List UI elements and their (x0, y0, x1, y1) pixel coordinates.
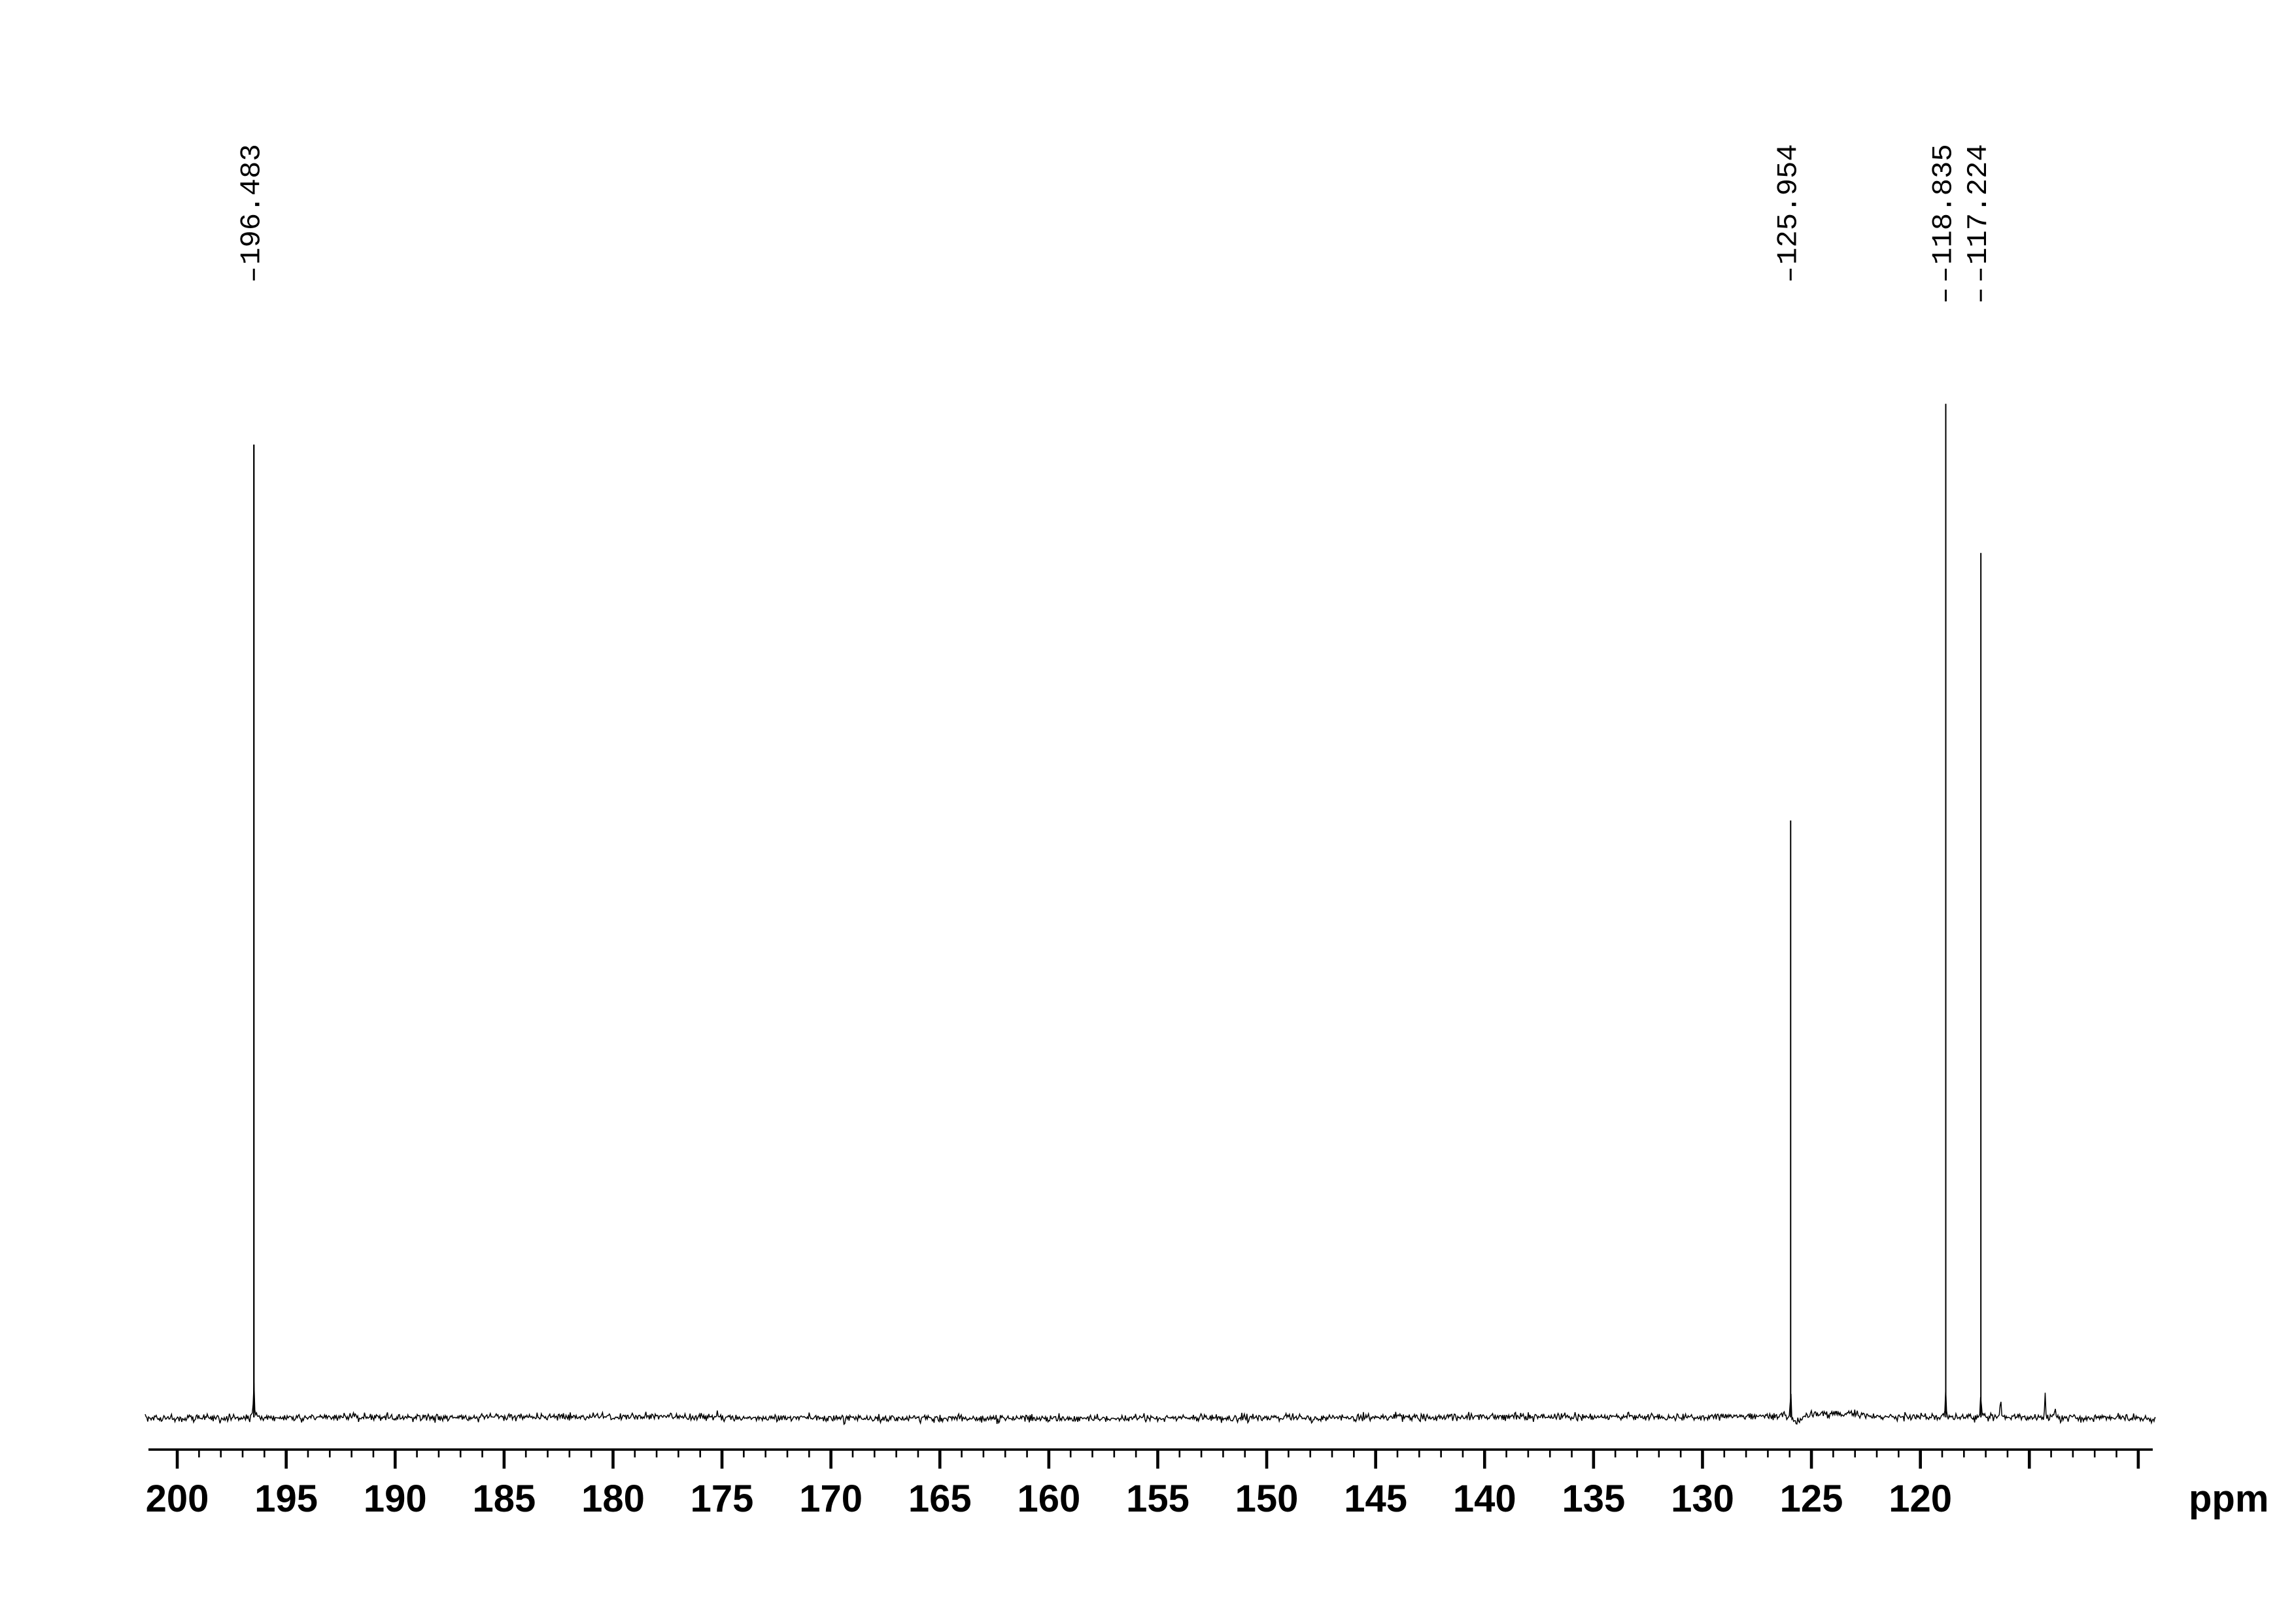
svg-text:125: 125 (1780, 1478, 1843, 1520)
svg-text:190: 190 (364, 1478, 427, 1520)
svg-text:117.224: 117.224 (1962, 144, 1995, 265)
svg-text:135: 135 (1562, 1478, 1625, 1520)
svg-text:125.954: 125.954 (1772, 144, 1805, 265)
svg-text:118.835: 118.835 (1927, 144, 1960, 265)
svg-text:170: 170 (799, 1478, 863, 1520)
svg-text:196.483: 196.483 (235, 144, 268, 265)
svg-text:160: 160 (1017, 1478, 1080, 1520)
svg-text:150: 150 (1235, 1478, 1299, 1520)
svg-text:155: 155 (1126, 1478, 1190, 1520)
svg-text:185: 185 (472, 1478, 536, 1520)
svg-text:165: 165 (908, 1478, 972, 1520)
svg-text:130: 130 (1671, 1478, 1734, 1520)
svg-text:120: 120 (1889, 1478, 1952, 1520)
svg-text:195: 195 (254, 1478, 318, 1520)
svg-text:145: 145 (1344, 1478, 1407, 1520)
svg-text:200: 200 (146, 1478, 209, 1520)
svg-text:180: 180 (581, 1478, 645, 1520)
svg-text:140: 140 (1453, 1478, 1516, 1520)
svg-text:175: 175 (691, 1478, 754, 1520)
svg-text:ppm: ppm (2189, 1478, 2268, 1520)
